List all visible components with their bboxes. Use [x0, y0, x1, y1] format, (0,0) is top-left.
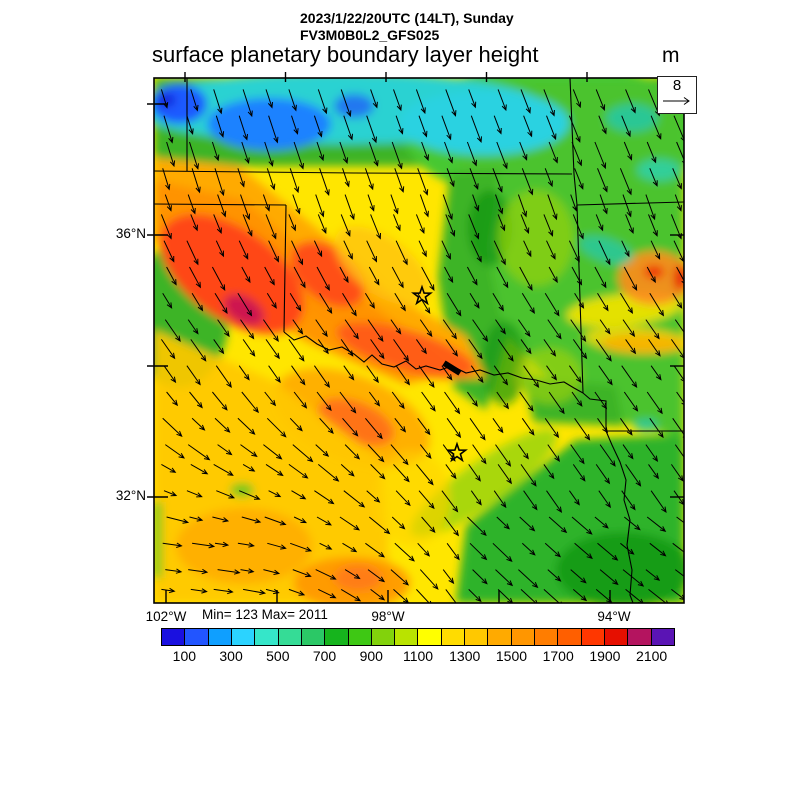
model-title: FV3M0B0L2_GFS025	[300, 27, 440, 43]
colorbar-segment	[534, 628, 559, 646]
colorbar-segment	[370, 628, 396, 646]
colorbar-label: 300	[219, 648, 243, 664]
colorbar-segment	[254, 628, 279, 646]
colorbar-label: 1100	[402, 648, 434, 664]
colorbar-segment	[184, 628, 209, 646]
reference-vector-box: 8	[657, 76, 697, 114]
lon-tick-label: 94°W	[597, 609, 631, 624]
lat-tick-label: 32°N	[115, 488, 146, 503]
colorbar-segment	[580, 628, 605, 646]
colorbar-segment	[440, 628, 466, 646]
star-marker	[411, 284, 433, 306]
colorbar-segment	[277, 628, 302, 646]
colorbar-label: 100	[172, 648, 197, 664]
wind-arrows-layer	[160, 89, 684, 603]
colorbar-segment	[347, 628, 372, 646]
colorbar-segment	[394, 628, 419, 646]
lat-tick-label: 36°N	[115, 226, 146, 241]
lon-tick-label: 102°W	[145, 609, 187, 624]
colorbar-segment	[487, 628, 512, 646]
state-borders	[154, 78, 684, 603]
colorbar	[161, 628, 675, 646]
colorbar-segment	[161, 628, 186, 646]
colorbar-segment	[557, 628, 582, 646]
colorbar-label: 1900	[589, 648, 621, 664]
lon-tick-label: 98°W	[371, 609, 405, 624]
colorbar-label: 900	[359, 648, 383, 664]
colorbar-label: 1300	[449, 648, 481, 664]
map-canvas	[147, 72, 685, 604]
colorbar-segment	[510, 628, 535, 646]
reference-arrow-icon	[663, 97, 690, 105]
colorbar-segment	[230, 628, 256, 646]
colorbar-segment	[417, 628, 442, 646]
colorbar-label: 1500	[495, 648, 528, 664]
colorbar-segment	[464, 628, 489, 646]
datetime-title: 2023/1/22/20UTC (14LT), Sunday	[300, 10, 514, 26]
units-label: m	[662, 44, 680, 67]
colorbar-label: 2100	[636, 648, 668, 664]
axis-ticks	[147, 72, 684, 603]
colorbar-label: 500	[266, 648, 290, 664]
colorbar-label: 700	[312, 648, 337, 664]
minmax-label: Min= 123 Max= 2011	[202, 607, 328, 622]
star-marker	[446, 441, 468, 463]
plot-title: surface planetary boundary layer height	[152, 42, 539, 67]
colorbar-segment	[207, 628, 232, 646]
colorbar-segment	[300, 628, 326, 646]
map-frame	[153, 77, 685, 604]
colorbar-label: 1700	[542, 648, 574, 664]
colorbar-segment	[603, 628, 629, 646]
field-blobs	[154, 78, 684, 603]
colorbar-segment	[324, 628, 349, 646]
colorbar-segment	[650, 628, 675, 646]
colorbar-segment	[627, 628, 652, 646]
reference-vector-value: 8	[672, 77, 682, 94]
